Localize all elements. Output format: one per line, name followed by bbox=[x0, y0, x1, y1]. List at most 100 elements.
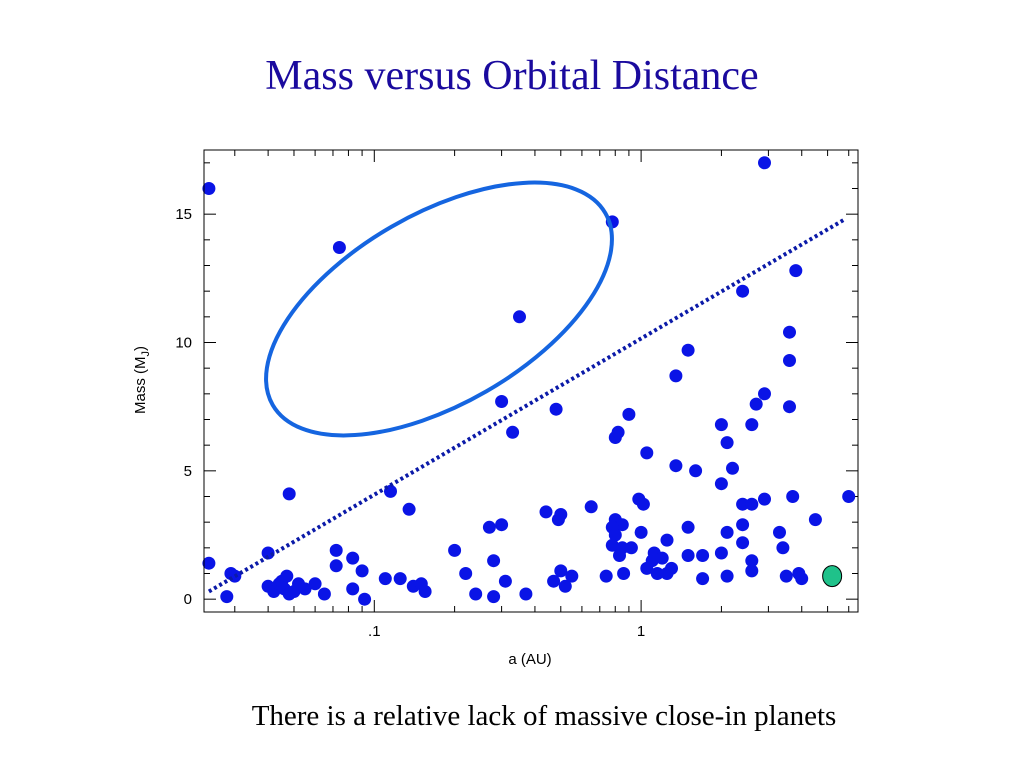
data-point bbox=[613, 549, 626, 562]
x-axis-label: a (AU) bbox=[508, 651, 551, 668]
data-point bbox=[745, 564, 759, 578]
data-point bbox=[418, 585, 432, 598]
y-axis-label: Mass (MJ) bbox=[132, 346, 152, 414]
data-point bbox=[482, 520, 496, 534]
data-point bbox=[584, 500, 598, 514]
data-point bbox=[346, 551, 360, 565]
data-point bbox=[547, 574, 561, 588]
data-point bbox=[393, 572, 407, 586]
x-tick-label: 1 bbox=[637, 623, 645, 640]
data-point bbox=[655, 551, 669, 565]
data-point bbox=[640, 446, 654, 460]
data-point bbox=[783, 354, 796, 367]
tick-labels: 0 5 10 15 .1 1 bbox=[175, 206, 645, 640]
data-point bbox=[758, 492, 771, 506]
data-point bbox=[714, 477, 728, 491]
plot-frame bbox=[203, 149, 859, 613]
data-point bbox=[669, 369, 683, 383]
data-point bbox=[786, 490, 800, 503]
data-point bbox=[736, 284, 750, 298]
data-point bbox=[636, 497, 650, 511]
data-point bbox=[689, 464, 703, 478]
data-point bbox=[650, 567, 664, 580]
data-point bbox=[487, 554, 501, 568]
data-point bbox=[720, 436, 734, 450]
data-point bbox=[495, 395, 509, 408]
data-point bbox=[660, 533, 674, 547]
data-point bbox=[714, 418, 728, 432]
data-point bbox=[758, 387, 771, 401]
data-point bbox=[745, 418, 759, 432]
y-tick-label: 0 bbox=[184, 591, 192, 608]
data-point bbox=[745, 497, 759, 511]
data-point bbox=[611, 425, 625, 439]
data-point bbox=[736, 497, 750, 511]
trend-line-dotted bbox=[207, 217, 846, 594]
data-point bbox=[358, 592, 372, 606]
data-point bbox=[749, 397, 763, 411]
data-point bbox=[551, 513, 565, 527]
data-point bbox=[355, 564, 369, 578]
data-point bbox=[622, 407, 636, 421]
data-point bbox=[329, 543, 343, 557]
x-tick-label: .1 bbox=[368, 623, 381, 640]
data-point bbox=[308, 577, 322, 591]
data-point bbox=[736, 536, 750, 550]
data-point bbox=[487, 590, 501, 604]
data-point bbox=[202, 182, 216, 195]
data-point bbox=[539, 505, 553, 519]
data-point bbox=[282, 487, 296, 501]
data-point bbox=[317, 587, 331, 601]
y-axis-label-subscript: J bbox=[140, 351, 152, 357]
y-tick-label: 15 bbox=[175, 206, 192, 223]
data-point bbox=[280, 569, 294, 583]
data-point bbox=[469, 587, 483, 601]
data-point bbox=[624, 541, 638, 555]
data-point bbox=[681, 549, 695, 562]
data-point bbox=[402, 502, 416, 516]
data-point bbox=[795, 572, 809, 586]
data-point bbox=[495, 518, 509, 532]
data-point bbox=[681, 343, 695, 357]
y-axis-label-close: ) bbox=[132, 346, 149, 351]
data-point bbox=[220, 590, 234, 604]
axis-ticks bbox=[204, 150, 858, 612]
data-point bbox=[660, 567, 674, 580]
data-point bbox=[519, 587, 533, 601]
data-point bbox=[329, 559, 343, 573]
slide-caption: There is a relative lack of massive clos… bbox=[251, 700, 837, 732]
data-point bbox=[448, 543, 462, 557]
data-point bbox=[565, 569, 579, 583]
data-point bbox=[634, 525, 648, 539]
data-point bbox=[558, 579, 572, 593]
annotations bbox=[207, 180, 846, 594]
y-tick-label: 5 bbox=[184, 463, 192, 480]
data-point bbox=[459, 567, 473, 580]
data-point bbox=[681, 520, 695, 534]
y-axis-label-base: Mass (M bbox=[132, 357, 149, 415]
data-point bbox=[726, 461, 739, 475]
data-point bbox=[696, 549, 710, 562]
data-point bbox=[669, 459, 683, 473]
data-point bbox=[779, 569, 793, 583]
data-point bbox=[720, 525, 734, 539]
data-point bbox=[789, 264, 803, 278]
data-point bbox=[202, 556, 216, 570]
highlight-ellipse bbox=[264, 180, 614, 438]
data-point bbox=[745, 554, 759, 568]
data-point bbox=[758, 156, 771, 170]
data-point bbox=[554, 564, 568, 578]
data-point bbox=[513, 310, 526, 324]
data-point bbox=[783, 400, 796, 414]
data-point bbox=[498, 574, 512, 588]
data-point bbox=[720, 569, 734, 583]
data-point bbox=[605, 538, 619, 552]
data-point bbox=[617, 567, 631, 580]
data-point bbox=[261, 546, 275, 560]
data-point bbox=[298, 582, 312, 596]
data-point bbox=[696, 572, 710, 586]
slide-title: Mass versus Orbital Distance bbox=[265, 53, 759, 99]
data-point bbox=[506, 425, 520, 439]
data-points bbox=[202, 156, 856, 606]
data-point bbox=[640, 561, 654, 575]
